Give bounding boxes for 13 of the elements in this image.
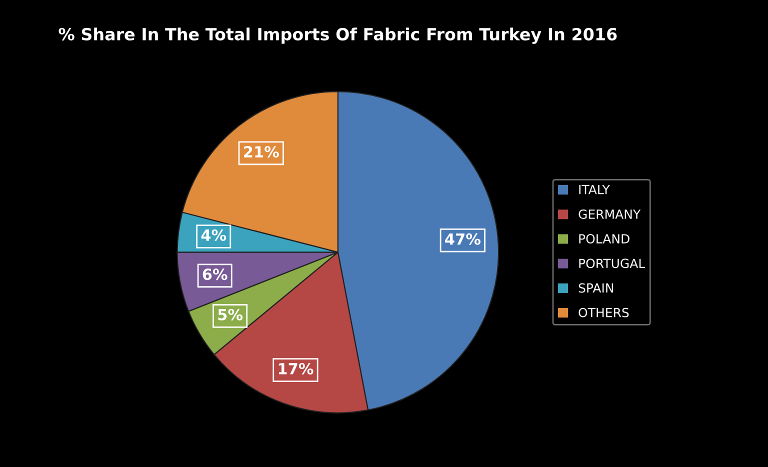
data-label: 4% — [201, 229, 226, 241]
legend-label: ITALY — [579, 185, 610, 194]
data-label: 21% — [244, 146, 279, 158]
legend-label: SPAIN — [578, 283, 614, 293]
legend-label: POLAND — [579, 234, 630, 244]
data-label: 17% — [278, 362, 314, 375]
legend-label: PORTUGAL — [579, 258, 646, 268]
legend-label: GERMANY — [578, 209, 641, 219]
data-label: 5% — [218, 308, 243, 320]
legend-label: OTHERS — [578, 308, 629, 318]
chart-title: % Share In The Total Imports Of Fabric From Turkey In 2016 — [58, 28, 617, 44]
data-label: 6% — [202, 268, 228, 280]
data-label: 47% — [445, 233, 480, 245]
